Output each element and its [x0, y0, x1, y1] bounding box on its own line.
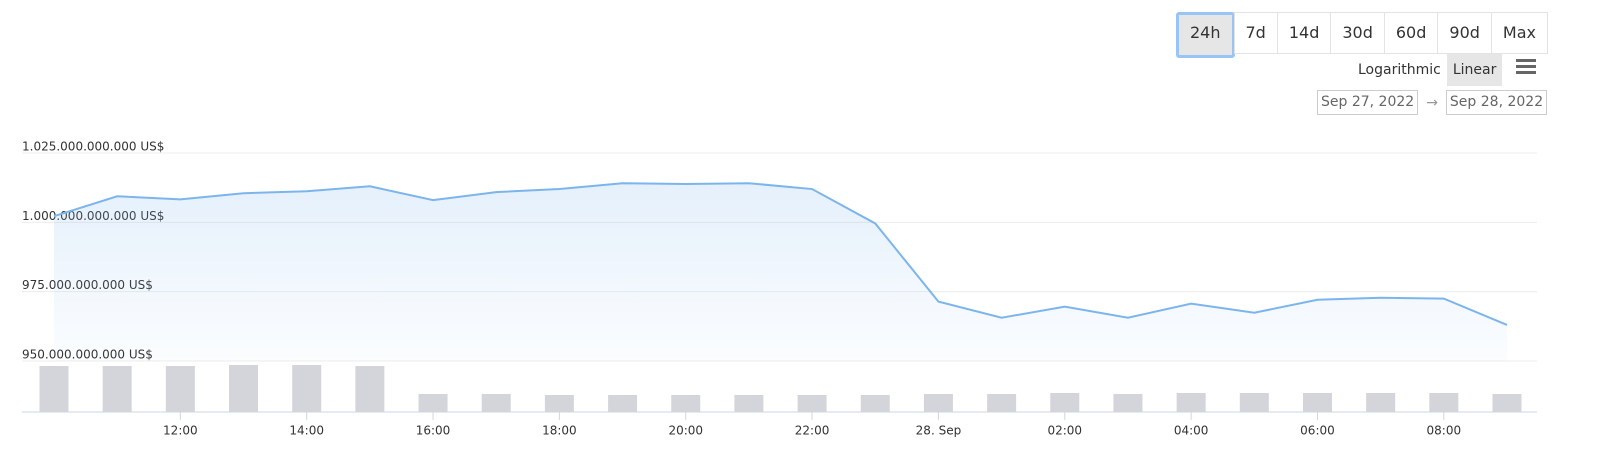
- volume-bar: [1302, 393, 1332, 412]
- x-tick-label: 06:00: [1300, 424, 1335, 438]
- volume-bar: [671, 395, 701, 412]
- volume-bar: [39, 366, 69, 412]
- date-arrow: →: [1426, 94, 1438, 111]
- volume-bar: [355, 366, 385, 412]
- x-tick-label: 16:00: [416, 424, 451, 438]
- volume-bar: [165, 366, 195, 412]
- area: [54, 183, 1507, 361]
- range-button[interactable]: 7d: [1233, 12, 1278, 54]
- volume-bar: [1429, 393, 1459, 412]
- scale-button[interactable]: Logarithmic: [1358, 62, 1441, 78]
- volume-bar: [987, 394, 1017, 412]
- x-tick-label: 04:00: [1174, 424, 1209, 438]
- scale-button[interactable]: Linear: [1446, 54, 1503, 86]
- date-to[interactable]: Sep 28, 2022: [1445, 90, 1548, 115]
- volume-bar: [481, 394, 511, 412]
- x-tick-label: 08:00: [1427, 424, 1462, 438]
- range-buttons: 24h 7d 14d 30d 60d 90d Max: [1176, 12, 1548, 58]
- volume-bar: [544, 395, 574, 412]
- scale-toggle: Logarithmic Linear: [1352, 54, 1503, 86]
- volume-bar: [923, 394, 953, 412]
- line: [53, 182, 1508, 326]
- x-tick-label: 20:00: [668, 424, 703, 438]
- volume-bar: [229, 365, 259, 412]
- x-tick-label: 12:00: [163, 424, 198, 438]
- x-tick-label: 02:00: [1047, 424, 1082, 438]
- volume-bar: [797, 395, 827, 412]
- volume-bar: [860, 395, 890, 412]
- volume-bar: [1366, 393, 1396, 412]
- range-button[interactable]: 14d: [1276, 12, 1332, 54]
- volume-bar: [418, 394, 448, 412]
- range-button[interactable]: Max: [1490, 12, 1548, 54]
- volume-bar: [1239, 393, 1269, 412]
- range-button[interactable]: 90d: [1437, 12, 1492, 54]
- volume-bar: [608, 395, 638, 412]
- range-button[interactable]: 30d: [1330, 12, 1385, 54]
- volume-bar: [102, 366, 132, 412]
- volume-bar: [1050, 393, 1080, 412]
- range-button[interactable]: 24h: [1176, 12, 1235, 58]
- y-tick-label: 1.025.000.000.000 US$: [22, 140, 164, 154]
- x-tick-label: 22:00: [795, 424, 830, 438]
- date-range: Sep 27, 2022 → Sep 28, 2022: [1317, 90, 1548, 115]
- volume-bar: [1113, 394, 1143, 412]
- date-from[interactable]: Sep 27, 2022: [1317, 90, 1419, 115]
- x-tick-label: 14:00: [289, 424, 324, 438]
- range-button[interactable]: 60d: [1383, 12, 1439, 54]
- volume-bar: [292, 365, 322, 412]
- x-tick-label: 18:00: [542, 424, 577, 438]
- volume-bar: [1492, 394, 1522, 412]
- volume-bar: [734, 395, 764, 412]
- menu-button[interactable]: [1516, 59, 1536, 77]
- volume-bar: [1176, 393, 1206, 412]
- x-tick-label: 28. Sep: [916, 424, 962, 438]
